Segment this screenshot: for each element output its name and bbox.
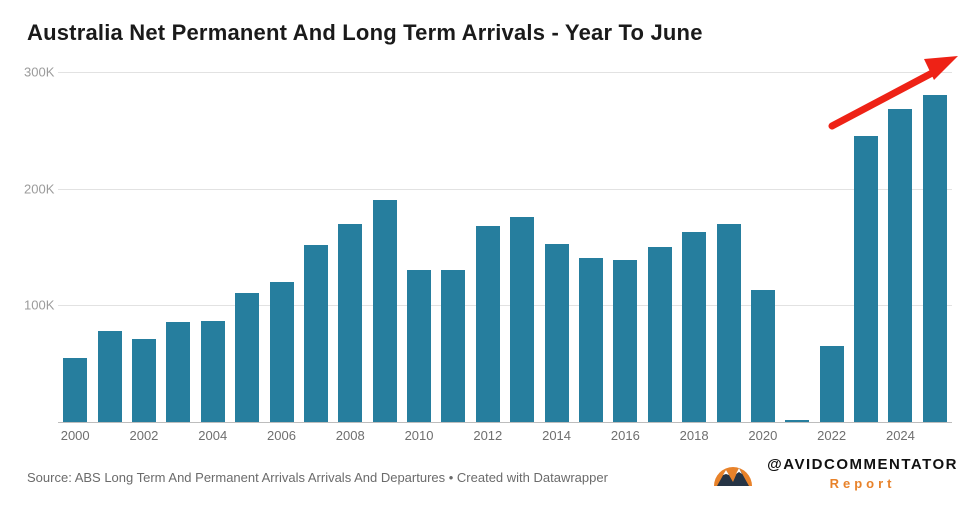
bar-2009[interactable] bbox=[372, 200, 397, 422]
gridline-300K bbox=[58, 72, 952, 73]
gridline-100K bbox=[58, 305, 952, 307]
bar-2021[interactable] bbox=[785, 419, 810, 422]
bar-2022[interactable] bbox=[819, 346, 844, 422]
bar-2010[interactable] bbox=[407, 270, 432, 422]
bar-2008[interactable] bbox=[338, 223, 363, 422]
bar-2020[interactable] bbox=[750, 290, 775, 422]
branding-handle: @AVIDCOMMENTATOR bbox=[767, 455, 958, 473]
bar-2018[interactable] bbox=[682, 231, 707, 422]
source-text: Source: ABS Long Term And Permanent Arri… bbox=[27, 470, 608, 485]
bar-2000[interactable] bbox=[63, 357, 88, 422]
bar-2013[interactable] bbox=[510, 216, 535, 422]
mountain-sun-logo-icon bbox=[714, 467, 753, 486]
bar-2012[interactable] bbox=[475, 226, 500, 422]
x-tick-label-2012: 2012 bbox=[473, 428, 503, 443]
bar-2023[interactable] bbox=[854, 136, 879, 422]
trend-arrow-icon bbox=[828, 56, 958, 130]
bar-2006[interactable] bbox=[269, 282, 294, 422]
bar-2003[interactable] bbox=[166, 321, 191, 422]
y-tick-label: 100K bbox=[24, 297, 55, 313]
branding-text: @AVIDCOMMENTATOR Report bbox=[767, 456, 958, 491]
bar-2017[interactable] bbox=[647, 247, 672, 422]
chart-title: Australia Net Permanent And Long Term Ar… bbox=[27, 20, 703, 45]
x-tick-label-2010: 2010 bbox=[404, 428, 434, 443]
branding-block: @AVIDCOMMENTATOR Report bbox=[709, 452, 958, 494]
bar-2014[interactable] bbox=[544, 243, 569, 422]
x-tick-label-2008: 2008 bbox=[335, 428, 365, 443]
bar-2001[interactable] bbox=[97, 331, 122, 422]
y-tick-label: 300K bbox=[24, 64, 55, 80]
gridline-200K bbox=[58, 188, 952, 190]
bar-2005[interactable] bbox=[235, 292, 260, 422]
bar-2002[interactable] bbox=[131, 339, 156, 422]
x-tick-label-2020: 2020 bbox=[748, 428, 778, 443]
x-tick-label-2014: 2014 bbox=[542, 428, 572, 443]
x-axis-baseline bbox=[58, 422, 952, 423]
bar-2011[interactable] bbox=[441, 270, 466, 422]
x-tick-label-2018: 2018 bbox=[679, 428, 709, 443]
plot-area bbox=[58, 72, 952, 423]
branding-report-label: Report bbox=[829, 475, 896, 491]
bar-2015[interactable] bbox=[578, 257, 603, 422]
bar-2007[interactable] bbox=[303, 244, 328, 422]
x-tick-label-2022: 2022 bbox=[817, 428, 847, 443]
bar-2016[interactable] bbox=[613, 259, 638, 422]
x-tick-label-2024: 2024 bbox=[885, 428, 915, 443]
bar-2024[interactable] bbox=[888, 109, 913, 422]
bar-2004[interactable] bbox=[200, 320, 225, 422]
x-tick-label-2016: 2016 bbox=[610, 428, 640, 443]
x-tick-label-2002: 2002 bbox=[129, 428, 159, 443]
bar-2025[interactable] bbox=[922, 95, 947, 422]
bar-2019[interactable] bbox=[716, 223, 741, 422]
x-tick-label-2006: 2006 bbox=[267, 428, 296, 443]
y-tick-label: 200K bbox=[24, 181, 55, 197]
x-tick-label-2000: 2000 bbox=[60, 428, 90, 443]
x-tick-label-2004: 2004 bbox=[198, 428, 228, 443]
